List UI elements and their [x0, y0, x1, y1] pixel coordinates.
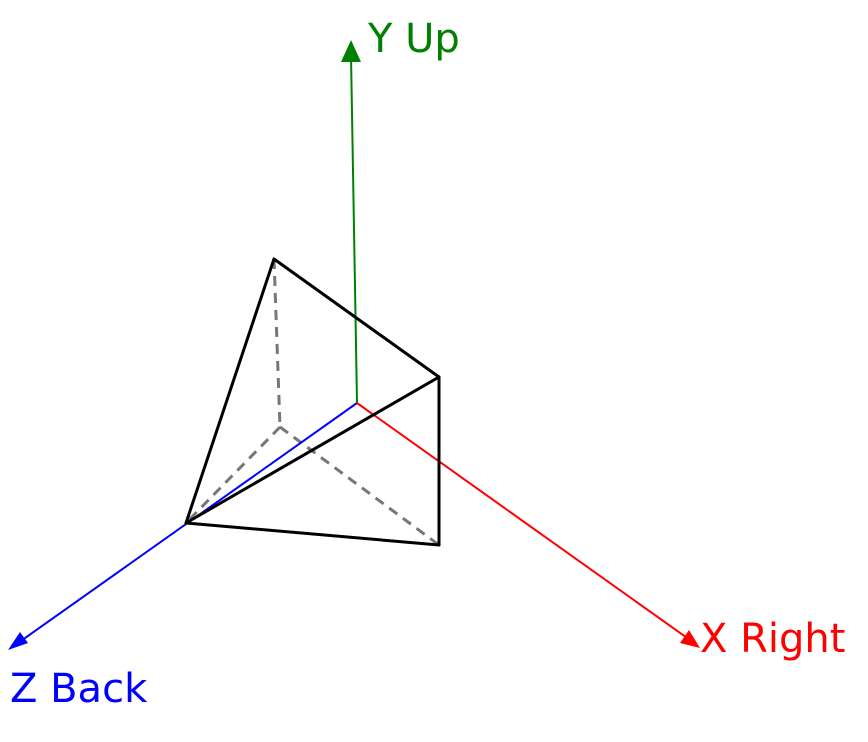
y-axis-line — [350, 54, 358, 404]
solid-edges — [184, 257, 441, 547]
x-axis-label: X Right — [700, 616, 845, 662]
y-axis-arrowhead — [341, 40, 361, 62]
x-axis-line — [356, 402, 691, 641]
z-axis — [8, 402, 358, 650]
solid-edge-front-to-right — [184, 375, 441, 525]
z-axis-label: Z Back — [10, 666, 148, 712]
hidden-edge-top-to-origin — [272, 258, 282, 428]
solid-edge-front-to-right-bottom — [184, 521, 441, 547]
z-axis-arrowhead — [8, 632, 28, 650]
solid-edge-top-to-front — [184, 257, 276, 525]
x-axis — [356, 402, 700, 648]
y-axis — [341, 40, 361, 404]
hidden-edges — [184, 258, 440, 547]
x-axis-arrowhead — [680, 630, 700, 648]
solid-edge-top-to-right — [272, 257, 441, 379]
hidden-edge-origin-to-front — [184, 425, 282, 525]
y-axis-label: Y Up — [367, 16, 460, 62]
